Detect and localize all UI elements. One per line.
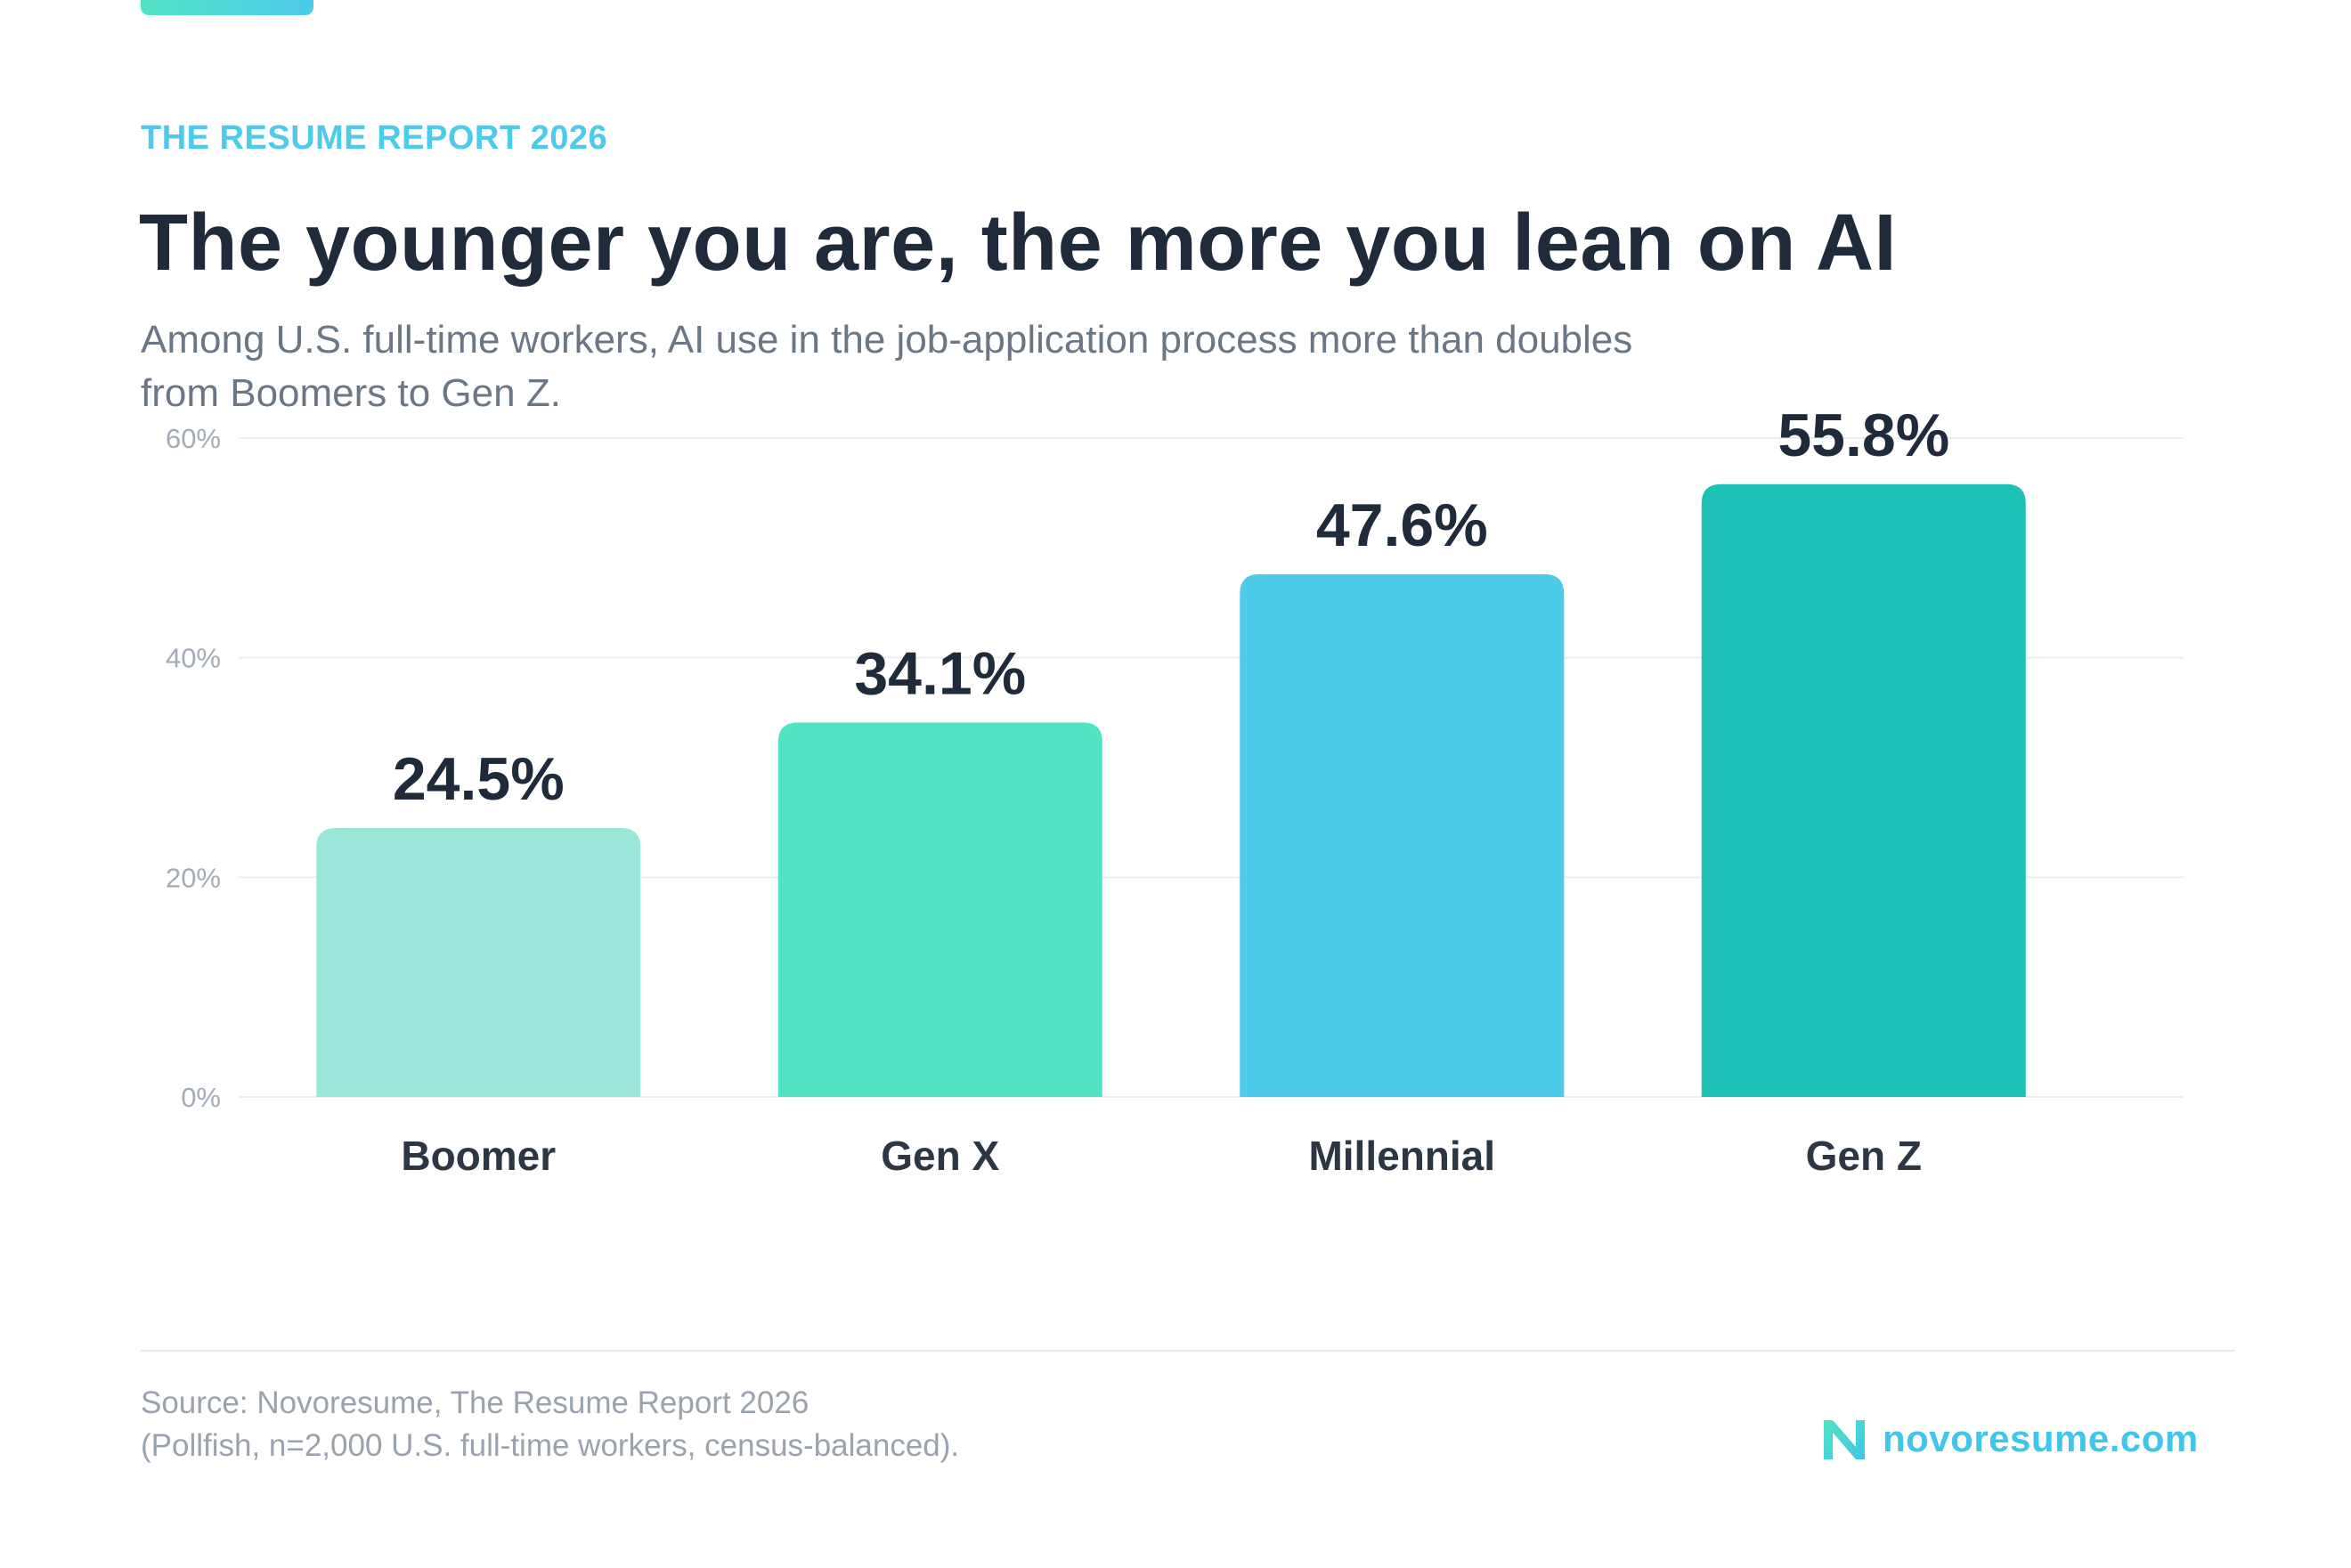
y-tick-label: 60% xyxy=(166,423,221,454)
source-line-1: Source: Novoresume, The Resume Report 20… xyxy=(141,1385,809,1420)
logo-text: novoresume.com xyxy=(1883,1418,2199,1459)
category-label: Gen Z xyxy=(1806,1133,1922,1179)
novoresume-n-logo-icon xyxy=(1824,1420,1865,1459)
bar xyxy=(1240,573,1565,1097)
y-tick-label: 40% xyxy=(166,643,221,674)
brand-logo[interactable]: novoresume.com xyxy=(1820,1412,2199,1466)
category-label: Millennial xyxy=(1308,1133,1495,1179)
y-tick-label: 20% xyxy=(166,862,221,893)
bar xyxy=(316,827,641,1097)
bar xyxy=(1701,483,2026,1097)
category-label: Gen X xyxy=(881,1133,999,1179)
bar-value-label: 34.1% xyxy=(854,639,1026,707)
bar-value-label: 55.8% xyxy=(1777,402,1949,469)
y-tick-label: 0% xyxy=(181,1082,221,1113)
page-subtitle: Among U.S. full-time workers, AI use in … xyxy=(141,318,1633,415)
category-label: Boomer xyxy=(401,1133,556,1179)
top-accent-bar xyxy=(141,0,313,15)
bar-value-label: 47.6% xyxy=(1316,492,1488,559)
bar xyxy=(777,722,1102,1097)
bar-value-label: 24.5% xyxy=(393,745,565,813)
footer-divider xyxy=(141,1350,2235,1352)
page-title: The younger you are, the more you lean o… xyxy=(139,199,1898,288)
source-line-2: (Pollfish, n=2,000 U.S. full-time worker… xyxy=(141,1428,960,1463)
source-note: Source: Novoresume, The Resume Report 20… xyxy=(141,1382,959,1467)
report-eyebrow: THE RESUME REPORT 2026 xyxy=(141,119,608,157)
